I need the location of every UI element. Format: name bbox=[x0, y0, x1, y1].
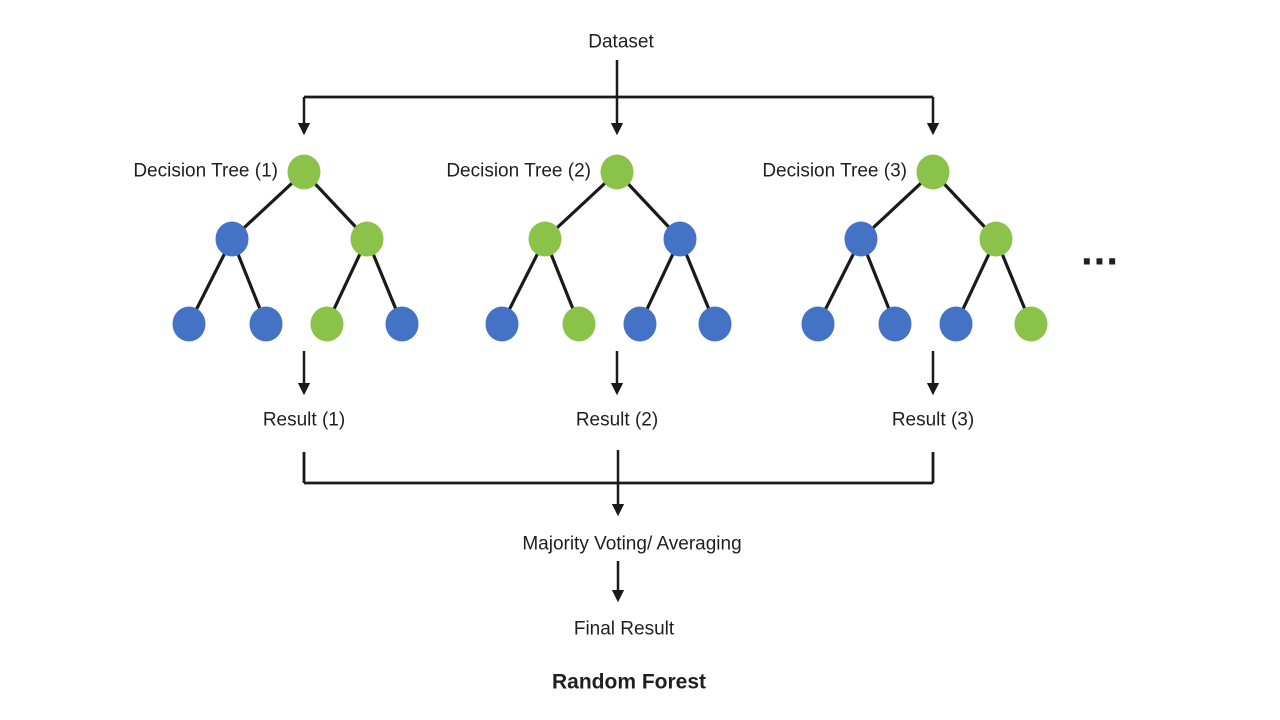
final-result-label: Final Result bbox=[573, 618, 675, 640]
tree2-leaf-node bbox=[485, 306, 519, 342]
tree3-level2-node bbox=[979, 221, 1013, 257]
tree1-leaf-node bbox=[249, 306, 283, 342]
majority-voting-label: Majority Voting/ Averaging bbox=[522, 533, 742, 555]
more-trees-ellipsis: ... bbox=[1080, 226, 1120, 274]
tree-layer bbox=[172, 154, 1048, 342]
tree1-leaf-node bbox=[385, 306, 419, 342]
result-2-label: Result (2) bbox=[575, 409, 659, 431]
decision-tree-3-label: Decision Tree (3) bbox=[762, 160, 907, 182]
tree2-leaf-node bbox=[562, 306, 596, 342]
tree3-root-node bbox=[916, 154, 950, 190]
tree3-leaf-node bbox=[939, 306, 973, 342]
tree2-root-node bbox=[600, 154, 634, 190]
tree2-level2-node bbox=[663, 221, 697, 257]
tree1-level2-node bbox=[215, 221, 249, 257]
tree2-level2-node bbox=[528, 221, 562, 257]
tree1-leaf-node bbox=[172, 306, 206, 342]
result-3-label: Result (3) bbox=[891, 409, 975, 431]
tree3-level2-node bbox=[844, 221, 878, 257]
result-1-label: Result (1) bbox=[262, 409, 346, 431]
tree2-leaf-node bbox=[623, 306, 657, 342]
dataset-label: Dataset bbox=[588, 31, 654, 53]
decision-tree-1-label: Decision Tree (1) bbox=[133, 160, 278, 182]
tree3-leaf-node bbox=[878, 306, 912, 342]
tree3-leaf-node bbox=[801, 306, 835, 342]
tree1-level2-node bbox=[350, 221, 384, 257]
tree3-leaf-node bbox=[1014, 306, 1048, 342]
tree2-leaf-node bbox=[698, 306, 732, 342]
decision-tree-2-label: Decision Tree (2) bbox=[446, 160, 591, 182]
tree1-root-node bbox=[287, 154, 321, 190]
diagram-title: Random Forest bbox=[551, 670, 707, 694]
connector-layer bbox=[297, 60, 940, 603]
tree1-leaf-node bbox=[310, 306, 344, 342]
